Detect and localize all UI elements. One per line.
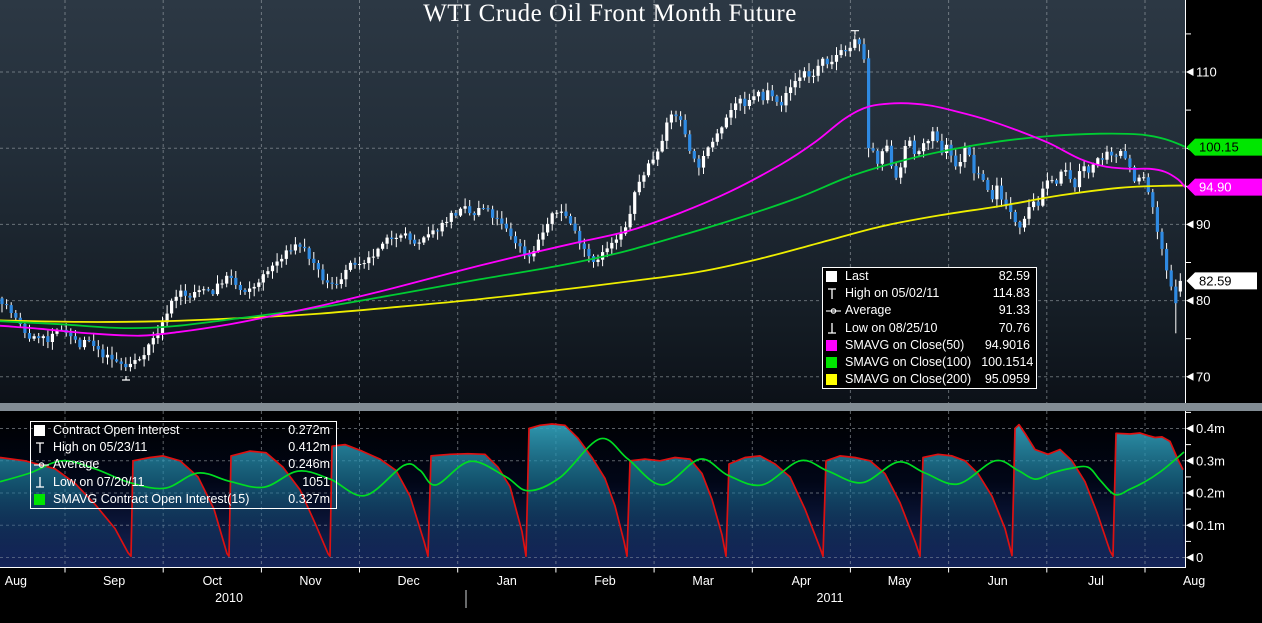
last-swatch-icon bbox=[826, 271, 841, 283]
legend-value: 0.246m bbox=[288, 457, 330, 472]
svg-text:70: 70 bbox=[1196, 369, 1210, 384]
oi-swatch-icon bbox=[34, 425, 49, 437]
legend-value: 94.9016 bbox=[984, 337, 1030, 352]
svg-text:Jul: Jul bbox=[1088, 574, 1104, 588]
svg-text:82.59: 82.59 bbox=[1199, 273, 1232, 288]
svg-text:Feb: Feb bbox=[594, 574, 616, 588]
oi-axis-ticks[interactable]: 0.4m 0.3m 0.2m 0.1m 0 bbox=[1185, 411, 1225, 565]
svg-text:Nov: Nov bbox=[299, 574, 322, 588]
price-gridlines bbox=[0, 0, 1185, 403]
average-marker-icon bbox=[34, 459, 49, 471]
legend-value: 0.272m bbox=[288, 423, 330, 437]
svg-text:0: 0 bbox=[1196, 550, 1203, 565]
smavg50-line bbox=[0, 102, 1185, 337]
svg-text:0.2m: 0.2m bbox=[1196, 486, 1225, 501]
legend-label: SMAVG on Close(200) bbox=[845, 372, 972, 387]
svg-text:0.1m: 0.1m bbox=[1196, 518, 1225, 533]
time-axis-strip bbox=[0, 567, 1262, 623]
svg-text:May: May bbox=[888, 574, 912, 588]
legend-value: 1051 bbox=[302, 474, 330, 489]
legend-row-oi-low: Low on 07/20/11 1051 bbox=[31, 474, 336, 491]
oi-smavg-line bbox=[0, 437, 1185, 497]
price-axis-tags: 100.15 94.90 82.59 bbox=[1186, 138, 1262, 290]
svg-text:100.15: 100.15 bbox=[1199, 140, 1239, 155]
legend-value: 91.33 bbox=[998, 303, 1030, 318]
legend-label: Average bbox=[845, 303, 892, 318]
svg-text:110: 110 bbox=[1196, 65, 1217, 80]
legend-label: High on 05/02/11 bbox=[845, 286, 940, 301]
high-marker-icon bbox=[34, 442, 49, 454]
svg-text:Mar: Mar bbox=[692, 574, 714, 588]
svg-text:94.90: 94.90 bbox=[1199, 180, 1232, 195]
smavg200-line bbox=[0, 184, 1185, 323]
price-legend-box: Last 82.59 High on 05/02/11 114.83 Avera… bbox=[822, 267, 1037, 390]
legend-row-smavg50: SMAVG on Close(50) 94.9016 bbox=[823, 337, 1036, 354]
smavg50-swatch-icon bbox=[826, 339, 841, 351]
high-low-markers bbox=[122, 30, 859, 381]
open-interest-area bbox=[0, 423, 1185, 559]
moving-averages bbox=[0, 102, 1185, 337]
year-label-2010: 2010 bbox=[215, 591, 243, 605]
legend-value: 100.1514 bbox=[981, 354, 1034, 369]
legend-value: 0.327m bbox=[288, 491, 330, 506]
legend-value: 82.59 bbox=[998, 269, 1030, 283]
legend-label: Last bbox=[845, 269, 869, 283]
svg-text:80: 80 bbox=[1196, 293, 1210, 308]
candlesticks bbox=[0, 35, 1182, 372]
legend-label: SMAVG Contract Open Interest(15) bbox=[53, 491, 250, 506]
oi-smavg-swatch-icon bbox=[34, 493, 49, 505]
smavg200-swatch-icon bbox=[826, 374, 841, 386]
legend-label: Low on 08/25/10 bbox=[845, 320, 938, 335]
legend-value: 0.412m bbox=[288, 440, 330, 455]
up-candles bbox=[32, 39, 1182, 368]
legend-row-smavg200: SMAVG on Close(200) 95.0959 bbox=[823, 371, 1036, 388]
legend-row-oi-smavg: SMAVG Contract Open Interest(15) 0.327m bbox=[31, 491, 336, 508]
legend-label: Average bbox=[53, 457, 100, 472]
legend-row-oi-average: Average 0.246m bbox=[31, 456, 336, 473]
svg-text:Aug: Aug bbox=[1183, 574, 1205, 588]
average-marker-icon bbox=[826, 305, 841, 317]
open-interest-legend-box: Contract Open Interest 0.272m High on 05… bbox=[30, 421, 337, 509]
legend-value: 114.83 bbox=[992, 286, 1030, 301]
svg-text:Oct: Oct bbox=[203, 574, 223, 588]
svg-text:90: 90 bbox=[1196, 217, 1210, 232]
legend-label: SMAVG on Close(50) bbox=[845, 337, 965, 352]
legend-label: Contract Open Interest bbox=[53, 423, 180, 437]
svg-text:Jun: Jun bbox=[988, 574, 1008, 588]
legend-value: 95.0959 bbox=[984, 372, 1030, 387]
legend-label: Low on 07/20/11 bbox=[53, 474, 145, 489]
svg-text:Jan: Jan bbox=[497, 574, 517, 588]
legend-row-last: Last 82.59 bbox=[823, 268, 1036, 285]
low-marker-icon bbox=[34, 476, 49, 488]
legend-row-smavg100: SMAVG on Close(100) 100.1514 bbox=[823, 354, 1036, 371]
chart-title: WTI Crude Oil Front Month Future bbox=[423, 0, 797, 27]
legend-value: 70.76 bbox=[998, 320, 1030, 335]
price-axis-strip bbox=[1185, 0, 1262, 623]
smavg100-swatch-icon bbox=[826, 357, 841, 369]
legend-row-average: Average 91.33 bbox=[823, 302, 1036, 319]
legend-row-oi: Contract Open Interest 0.272m bbox=[31, 422, 336, 439]
legend-row-low: Low on 08/25/10 70.76 bbox=[823, 320, 1036, 337]
legend-label: High on 05/23/11 bbox=[53, 440, 148, 455]
smavg100-line bbox=[0, 132, 1185, 330]
legend-row-high: High on 05/02/11 114.83 bbox=[823, 285, 1036, 302]
svg-text:Dec: Dec bbox=[397, 574, 419, 588]
legend-label: SMAVG on Close(100) bbox=[845, 354, 972, 369]
legend-row-oi-high: High on 05/23/11 0.412m bbox=[31, 439, 336, 456]
open-interest-line bbox=[0, 423, 1184, 558]
svg-text:Aug: Aug bbox=[5, 574, 27, 588]
high-marker-icon bbox=[826, 288, 841, 300]
low-marker-icon bbox=[826, 322, 841, 334]
svg-text:Apr: Apr bbox=[792, 574, 811, 588]
svg-text:0.4m: 0.4m bbox=[1196, 421, 1225, 436]
time-axis[interactable]: Aug Sep Oct Nov Dec Jan Feb Mar Apr May Jun Jul Aug 2… bbox=[5, 568, 1205, 608]
svg-text:Sep: Sep bbox=[103, 574, 125, 588]
year-label-2011: 2011 bbox=[817, 591, 844, 605]
svg-text:0.3m: 0.3m bbox=[1196, 453, 1225, 468]
